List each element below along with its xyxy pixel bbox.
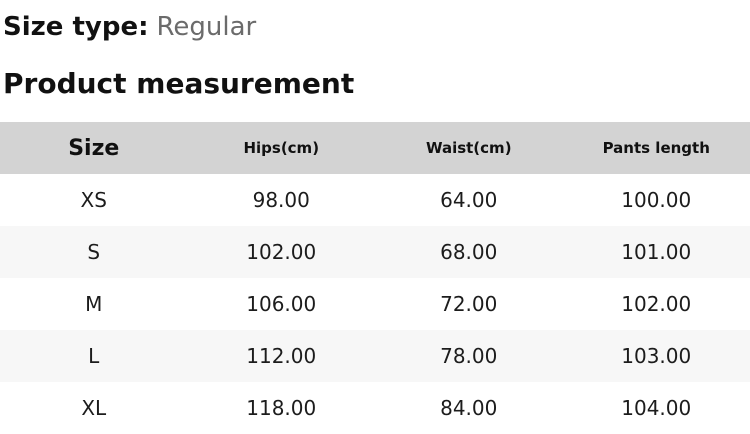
cell-waist: 72.00: [440, 292, 498, 316]
cell-pants-length: 101.00: [621, 240, 692, 264]
cell-hips: 102.00: [246, 240, 317, 264]
cell-size: XS: [80, 188, 107, 212]
cell-size: L: [88, 344, 100, 368]
cell-waist: 84.00: [440, 396, 498, 420]
table-row: XL 118.00 84.00 104.00: [0, 382, 750, 434]
section-title: Product measurement: [3, 67, 355, 100]
cell-hips: 106.00: [246, 292, 317, 316]
cell-waist: 78.00: [440, 344, 498, 368]
size-type-heading: Size type: Regular: [3, 12, 750, 42]
size-type-label: Size type:: [3, 12, 149, 42]
cell-pants-length: 100.00: [621, 188, 692, 212]
cell-hips: 98.00: [252, 188, 310, 212]
table-row: L 112.00 78.00 103.00: [0, 330, 750, 382]
cell-size: XL: [81, 396, 107, 420]
measurement-table: Size Hips(cm) Waist(cm) Pants length XS …: [0, 122, 750, 434]
table-row: M 106.00 72.00 102.00: [0, 278, 750, 330]
column-header-waist: Waist(cm): [425, 139, 512, 157]
cell-pants-length: 102.00: [621, 292, 692, 316]
cell-size: S: [87, 240, 101, 264]
cell-waist: 64.00: [440, 188, 498, 212]
size-type-value: Regular: [156, 12, 257, 42]
column-header-pants-length: Pants length: [602, 139, 710, 157]
cell-pants-length: 104.00: [621, 396, 692, 420]
table-row: XS 98.00 64.00 100.00: [0, 174, 750, 226]
cell-pants-length: 103.00: [621, 344, 692, 368]
cell-hips: 118.00: [246, 396, 317, 420]
column-header-size: Size: [68, 135, 120, 161]
table-header-row: Size Hips(cm) Waist(cm) Pants length: [0, 122, 750, 174]
cell-hips: 112.00: [246, 344, 317, 368]
cell-size: M: [85, 292, 103, 316]
column-header-hips: Hips(cm): [243, 139, 320, 157]
cell-waist: 68.00: [440, 240, 498, 264]
table-row: S 102.00 68.00 101.00: [0, 226, 750, 278]
product-size-panel: Size type: Regular Product measurement Si…: [0, 12, 750, 434]
